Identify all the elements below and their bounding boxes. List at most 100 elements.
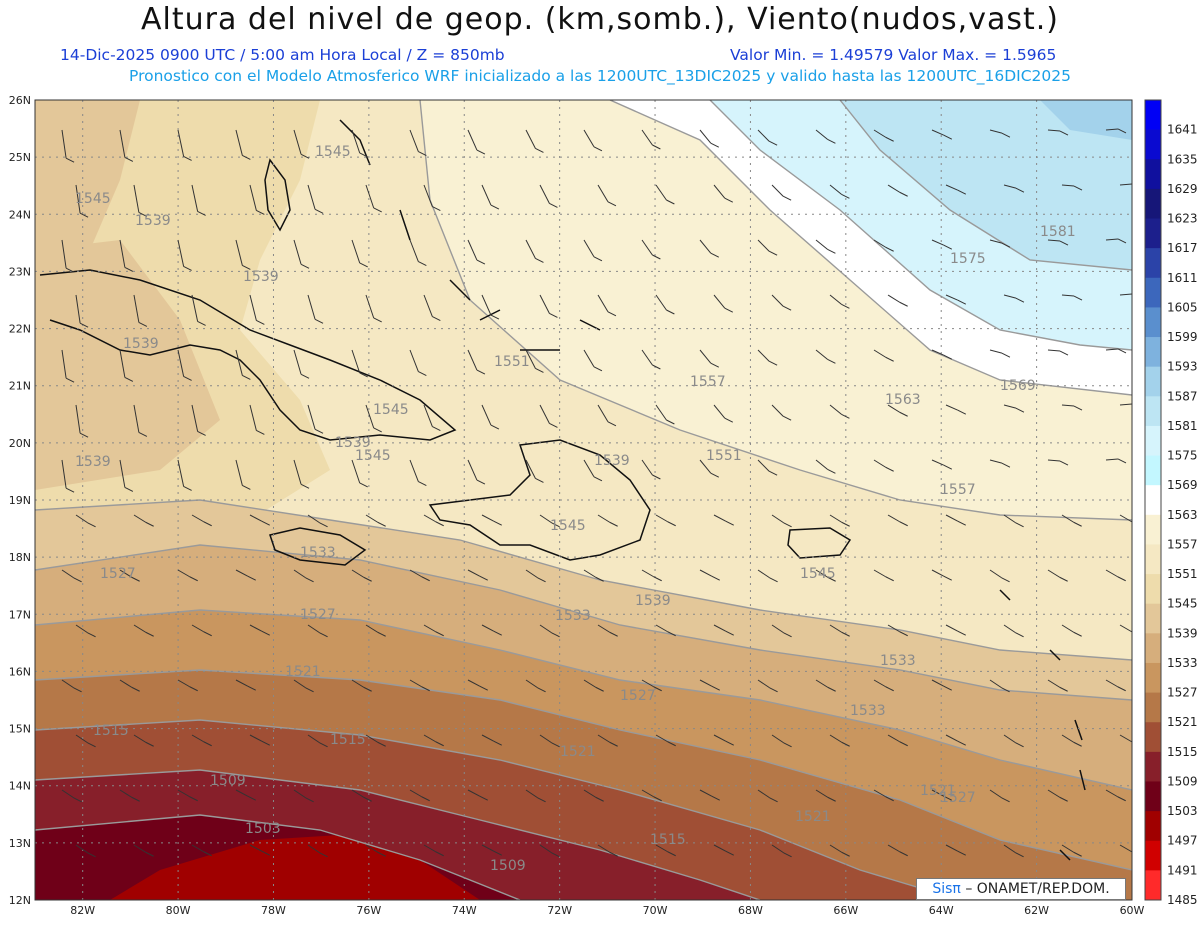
wind-barb-staff <box>1003 184 1017 189</box>
wind-barb-flag <box>1001 352 1011 358</box>
wind-barb-flag <box>769 797 778 803</box>
wind-barb-staff <box>525 569 538 579</box>
contour-label: 1581 <box>1040 224 1076 240</box>
wind-barb-staff <box>235 679 248 687</box>
wind-barb-flag <box>373 317 382 323</box>
wind-barb-flag <box>841 631 850 637</box>
wind-barb-flag <box>1015 852 1024 858</box>
wind-barb-staff <box>235 129 243 156</box>
wind-barb-staff <box>713 734 726 742</box>
wind-barb-staff <box>481 734 494 742</box>
wind-barb-flag <box>435 631 444 637</box>
colorbar-label: 1539 <box>1167 626 1198 640</box>
colorbar-swatch <box>1145 574 1161 605</box>
wind-barb-flag <box>1073 521 1082 527</box>
wind-barb-flag <box>476 479 486 485</box>
contour-label: 1527 <box>620 688 656 704</box>
wind-barb-staff <box>655 844 668 853</box>
wind-barb-staff <box>829 184 842 195</box>
wind-barb-staff <box>539 624 552 634</box>
wind-barb-staff <box>1047 569 1060 578</box>
wind-barb-staff <box>351 349 361 374</box>
wind-barb-flag <box>435 851 444 857</box>
wind-barb-staff <box>481 184 492 206</box>
wind-barb-staff <box>307 844 320 854</box>
wind-barb-staff <box>409 569 422 578</box>
wind-barb-flag <box>783 852 792 858</box>
wind-barb-flag <box>79 322 89 328</box>
wind-barb-staff <box>1119 734 1132 743</box>
lon-axis-labels: 82W 80W 78W 76W 74W 72W 70W 68W 66W 64W 62W 60W <box>70 904 1144 917</box>
wind-barb-staff <box>815 239 828 250</box>
wind-barb-staff <box>61 129 67 159</box>
wind-barb-flag <box>435 521 444 527</box>
wind-barb-flag <box>943 685 952 691</box>
colorbar-label: 1581 <box>1167 419 1198 433</box>
wind-barb-staff <box>539 184 550 204</box>
wind-barb-staff <box>351 789 364 798</box>
wind-barb-flag <box>421 686 430 692</box>
contour-label: 1521 <box>560 744 596 760</box>
wind-barb-staff <box>423 514 436 523</box>
wind-barb-flag <box>1117 128 1127 134</box>
wind-barb-staff <box>1003 514 1016 524</box>
lat-tick-label: 26N <box>9 94 31 107</box>
wind-barb-flag <box>899 631 908 637</box>
wind-barb-flag <box>827 468 836 474</box>
wind-barb-staff <box>887 404 900 413</box>
lon-tick-label: 68W <box>738 904 763 917</box>
wind-barb-flag <box>827 686 836 692</box>
wind-barb-flag <box>131 796 140 802</box>
wind-barb-staff <box>945 844 958 852</box>
contour-label: 1539 <box>243 269 279 285</box>
wind-barb-flag <box>666 199 675 205</box>
wind-barb-flag <box>1073 631 1082 637</box>
wind-barb-staff <box>641 789 654 798</box>
wind-barb-flag <box>183 376 192 381</box>
wind-barb-flag <box>783 742 792 748</box>
wind-barb-staff <box>351 239 361 264</box>
contour-label: 1539 <box>123 336 159 352</box>
colorbar-swatch <box>1145 337 1161 368</box>
wind-barb-flag <box>1001 242 1011 248</box>
wind-barb-staff <box>655 734 668 743</box>
wind-barb-flag <box>261 520 270 526</box>
wind-barb-staff <box>641 459 653 476</box>
wind-barb-flag <box>87 852 96 858</box>
wind-barb-flag <box>593 366 603 372</box>
wind-barb-flag <box>476 259 486 265</box>
colorbar-label: 1563 <box>1167 508 1198 522</box>
colorbar-swatch <box>1145 188 1161 220</box>
wind-barb-staff <box>351 459 361 484</box>
wind-barb-staff <box>989 459 1003 464</box>
wind-barb-flag <box>724 307 734 313</box>
forecast-time-line: 14-Dic-2025 0900 UTC / 5:00 am Hora Loca… <box>0 46 1200 66</box>
wind-barb-staff <box>597 734 610 743</box>
wind-barb-flag <box>1015 407 1025 413</box>
colorbar-label: 1527 <box>1167 686 1198 700</box>
colorbar-swatch <box>1145 129 1161 160</box>
wind-barb-staff <box>771 184 784 197</box>
wind-barb-staff <box>119 789 132 798</box>
wind-barb-flag <box>943 795 952 801</box>
wind-barb-flag <box>1015 632 1024 638</box>
wind-barb-flag <box>899 851 908 857</box>
wind-barb-flag <box>359 152 368 158</box>
wind-barb-flag <box>242 374 251 380</box>
wind-barb-flag <box>782 415 792 421</box>
contour-label: 1509 <box>210 773 246 789</box>
wind-barb-flag <box>841 521 850 527</box>
lat-lon-grid <box>35 100 1132 900</box>
lat-tick-label: 24N <box>9 208 31 221</box>
wind-barb-flag <box>242 484 251 490</box>
wind-barb-staff <box>191 184 199 212</box>
wind-barb-flag <box>145 741 154 747</box>
contour-label: 1503 <box>245 821 281 837</box>
wind-barb-flag <box>242 264 251 270</box>
wind-barb-staff <box>119 129 126 158</box>
wind-barb-staff <box>409 459 419 482</box>
wind-barb-staff <box>699 679 712 687</box>
wind-barb-flag <box>666 419 675 425</box>
wind-barb-staff <box>75 624 88 634</box>
wind-barb-staff <box>75 404 81 434</box>
